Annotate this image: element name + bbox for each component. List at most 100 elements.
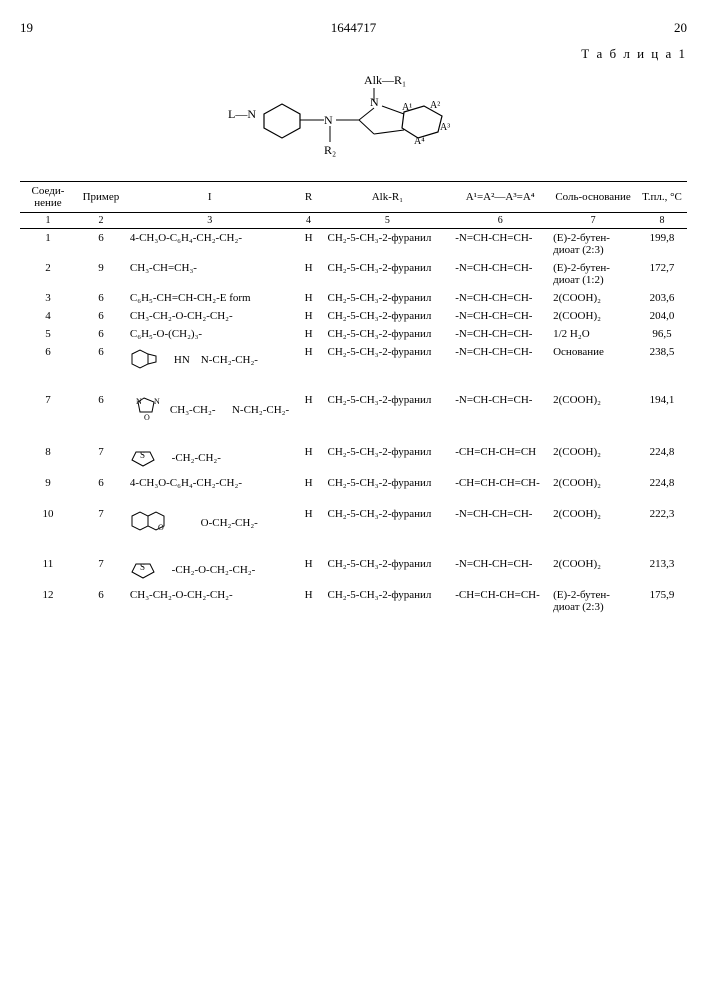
table-row: 36C₆H₅-CH=CH-CH₂-E formHCH₂-5-CH₃-2-фура…: [20, 289, 687, 307]
cell: CH₂-5-CH₃-2-фуранил: [324, 474, 452, 492]
svg-text:N: N: [154, 397, 160, 406]
thiophene-icon: S: [130, 558, 158, 583]
cell: 2(COOH)₂: [549, 378, 637, 430]
cell: 12: [20, 586, 76, 616]
cell: H: [294, 307, 324, 325]
cell-I: CH₃-CH₂-O-CH₂-CH₂-: [126, 307, 294, 325]
cell: 2(COOH)₂: [549, 430, 637, 474]
svg-text:A⁴: A⁴: [414, 136, 425, 147]
cell: 7: [76, 430, 126, 474]
cell: 2(COOH)₂: [549, 492, 637, 542]
label-L-N: L—N: [228, 107, 256, 121]
cell: 6: [76, 229, 126, 260]
cell: 11: [20, 542, 76, 586]
chemical-structure-diagram: Alk—R₁ L—N N N A¹ A² A³ A⁴ R₂: [20, 72, 687, 166]
cell: CH₂-5-CH₃-2-фуранил: [324, 307, 452, 325]
cell: 7: [20, 378, 76, 430]
table-row: 126CH₃-CH₂-O-CH₂-CH₂-HCH₂-5-CH₃-2-фурани…: [20, 586, 687, 616]
cell: 222,3: [637, 492, 687, 542]
column-number-row: 1 2 3 4 5 6 7 8: [20, 213, 687, 229]
cell: H: [294, 586, 324, 616]
cell: CH₂-5-CH₃-2-фуранил: [324, 289, 452, 307]
cell: (E)-2-бутен-диоат (1:2): [549, 259, 637, 289]
cell: -N=CH-CH=CH-: [451, 343, 549, 378]
cell: 9: [76, 259, 126, 289]
cell-I: O O-CH₂-CH₂-: [126, 492, 294, 542]
svg-text:N: N: [370, 95, 379, 109]
table-row: 46CH₃-CH₂-O-CH₂-CH₂-HCH₂-5-CH₃-2-фуранил…: [20, 307, 687, 325]
svg-text:N: N: [136, 397, 142, 406]
table-row: 107O O-CH₂-CH₂-HCH₂-5-CH₃-2-фуранил-N=CH…: [20, 492, 687, 542]
cell-I: NNOCH₃-CH₂- N-CH₂-CH₂-: [126, 378, 294, 430]
cell: CH₂-5-CH₃-2-фуранил: [324, 492, 452, 542]
cell: H: [294, 542, 324, 586]
cell: CH₂-5-CH₃-2-фуранил: [324, 325, 452, 343]
cell-I: 4-CH₃O-C₆H₄-CH₂-CH₂-: [126, 229, 294, 260]
cell: (E)-2-бутен-диоат (2:3): [549, 229, 637, 260]
cell: 10: [20, 492, 76, 542]
cell: 6: [20, 343, 76, 378]
svg-text:O: O: [144, 413, 150, 422]
cell: CH₂-5-CH₃-2-фуранил: [324, 586, 452, 616]
cell: 203,6: [637, 289, 687, 307]
svg-text:A¹: A¹: [402, 102, 412, 113]
cell: 204,0: [637, 307, 687, 325]
chromene-icon: O: [130, 508, 176, 539]
cell: 2(COOH)₂: [549, 307, 637, 325]
col-R: R: [294, 182, 324, 213]
cell: 6: [76, 325, 126, 343]
cell: H: [294, 325, 324, 343]
cell-I: HN N-CH₂-CH₂-: [126, 343, 294, 378]
cell: -N=CH-CH=CH-: [451, 378, 549, 430]
cell: 6: [76, 289, 126, 307]
cell-I: S -CH₂-O-CH₂-CH₂-: [126, 542, 294, 586]
table-row: 66HN N-CH₂-CH₂-HCH₂-5-CH₃-2-фуранил-N=CH…: [20, 343, 687, 378]
cell: 2(COOH)₂: [549, 474, 637, 492]
svg-text:S: S: [140, 450, 145, 460]
page-header: 19 1644717 20: [20, 20, 687, 36]
cell: H: [294, 430, 324, 474]
label-R2: R₂: [324, 143, 336, 157]
cell: H: [294, 378, 324, 430]
doc-number: 1644717: [331, 20, 377, 36]
cell: H: [294, 474, 324, 492]
cell: 8: [20, 430, 76, 474]
cell: -N=CH-CH=CH-: [451, 542, 549, 586]
table-row: 87S -CH₂-CH₂-HCH₂-5-CH₃-2-фуранил-CH=CH-…: [20, 430, 687, 474]
cell: 9: [20, 474, 76, 492]
cell-I: 4-CH₃O-C₆H₄-CH₂-CH₂-: [126, 474, 294, 492]
data-table: Соеди- нение Пример I R Alk-R₁ A¹=A²—A³=…: [20, 181, 687, 616]
cell: 6: [76, 586, 126, 616]
cell: 6: [76, 343, 126, 378]
svg-text:O: O: [158, 523, 164, 532]
cell: 7: [76, 492, 126, 542]
cell: 224,8: [637, 430, 687, 474]
cell-I: S -CH₂-CH₂-: [126, 430, 294, 474]
cell: -N=CH-CH=CH-: [451, 289, 549, 307]
table-body: 164-CH₃O-C₆H₄-CH₂-CH₂-HCH₂-5-CH₃-2-фуран…: [20, 229, 687, 617]
col-example: Пример: [76, 182, 126, 213]
cell: -CH=CH-CH=CH-: [451, 586, 549, 616]
header-row: Соеди- нение Пример I R Alk-R₁ A¹=A²—A³=…: [20, 182, 687, 213]
cell-I: C₆H₅-CH=CH-CH₂-E form: [126, 289, 294, 307]
cell: CH₂-5-CH₃-2-фуранил: [324, 229, 452, 260]
cell: H: [294, 259, 324, 289]
col-I: I: [126, 182, 294, 213]
cell: 4: [20, 307, 76, 325]
cell: CH₂-5-CH₃-2-фуранил: [324, 378, 452, 430]
cell: 213,3: [637, 542, 687, 586]
table-row: 56C₆H₅-O-(CH₂)₃-HCH₂-5-CH₃-2-фуранил-N=C…: [20, 325, 687, 343]
cell: 172,7: [637, 259, 687, 289]
oxadiazole-icon: N NO: [130, 394, 170, 427]
cell-I: CH₃-CH=CH₃-: [126, 259, 294, 289]
cell: 2(COOH)₂: [549, 542, 637, 586]
thiophene-icon: S: [130, 446, 158, 471]
svg-text:N: N: [324, 113, 333, 127]
table-row: 964-CH₃O-C₆H₄-CH₂-CH₂-HCH₂-5-CH₃-2-фуран…: [20, 474, 687, 492]
cell-I: CH₃-CH₂-O-CH₂-CH₂-: [126, 586, 294, 616]
label-alk-r1: Alk—R₁: [364, 73, 406, 87]
cell: (E)-2-бутен-диоат (2:3): [549, 586, 637, 616]
svg-text:A²: A²: [430, 100, 440, 111]
col-mp: Т.пл., °C: [637, 182, 687, 213]
cell: -N=CH-CH=CH-: [451, 259, 549, 289]
